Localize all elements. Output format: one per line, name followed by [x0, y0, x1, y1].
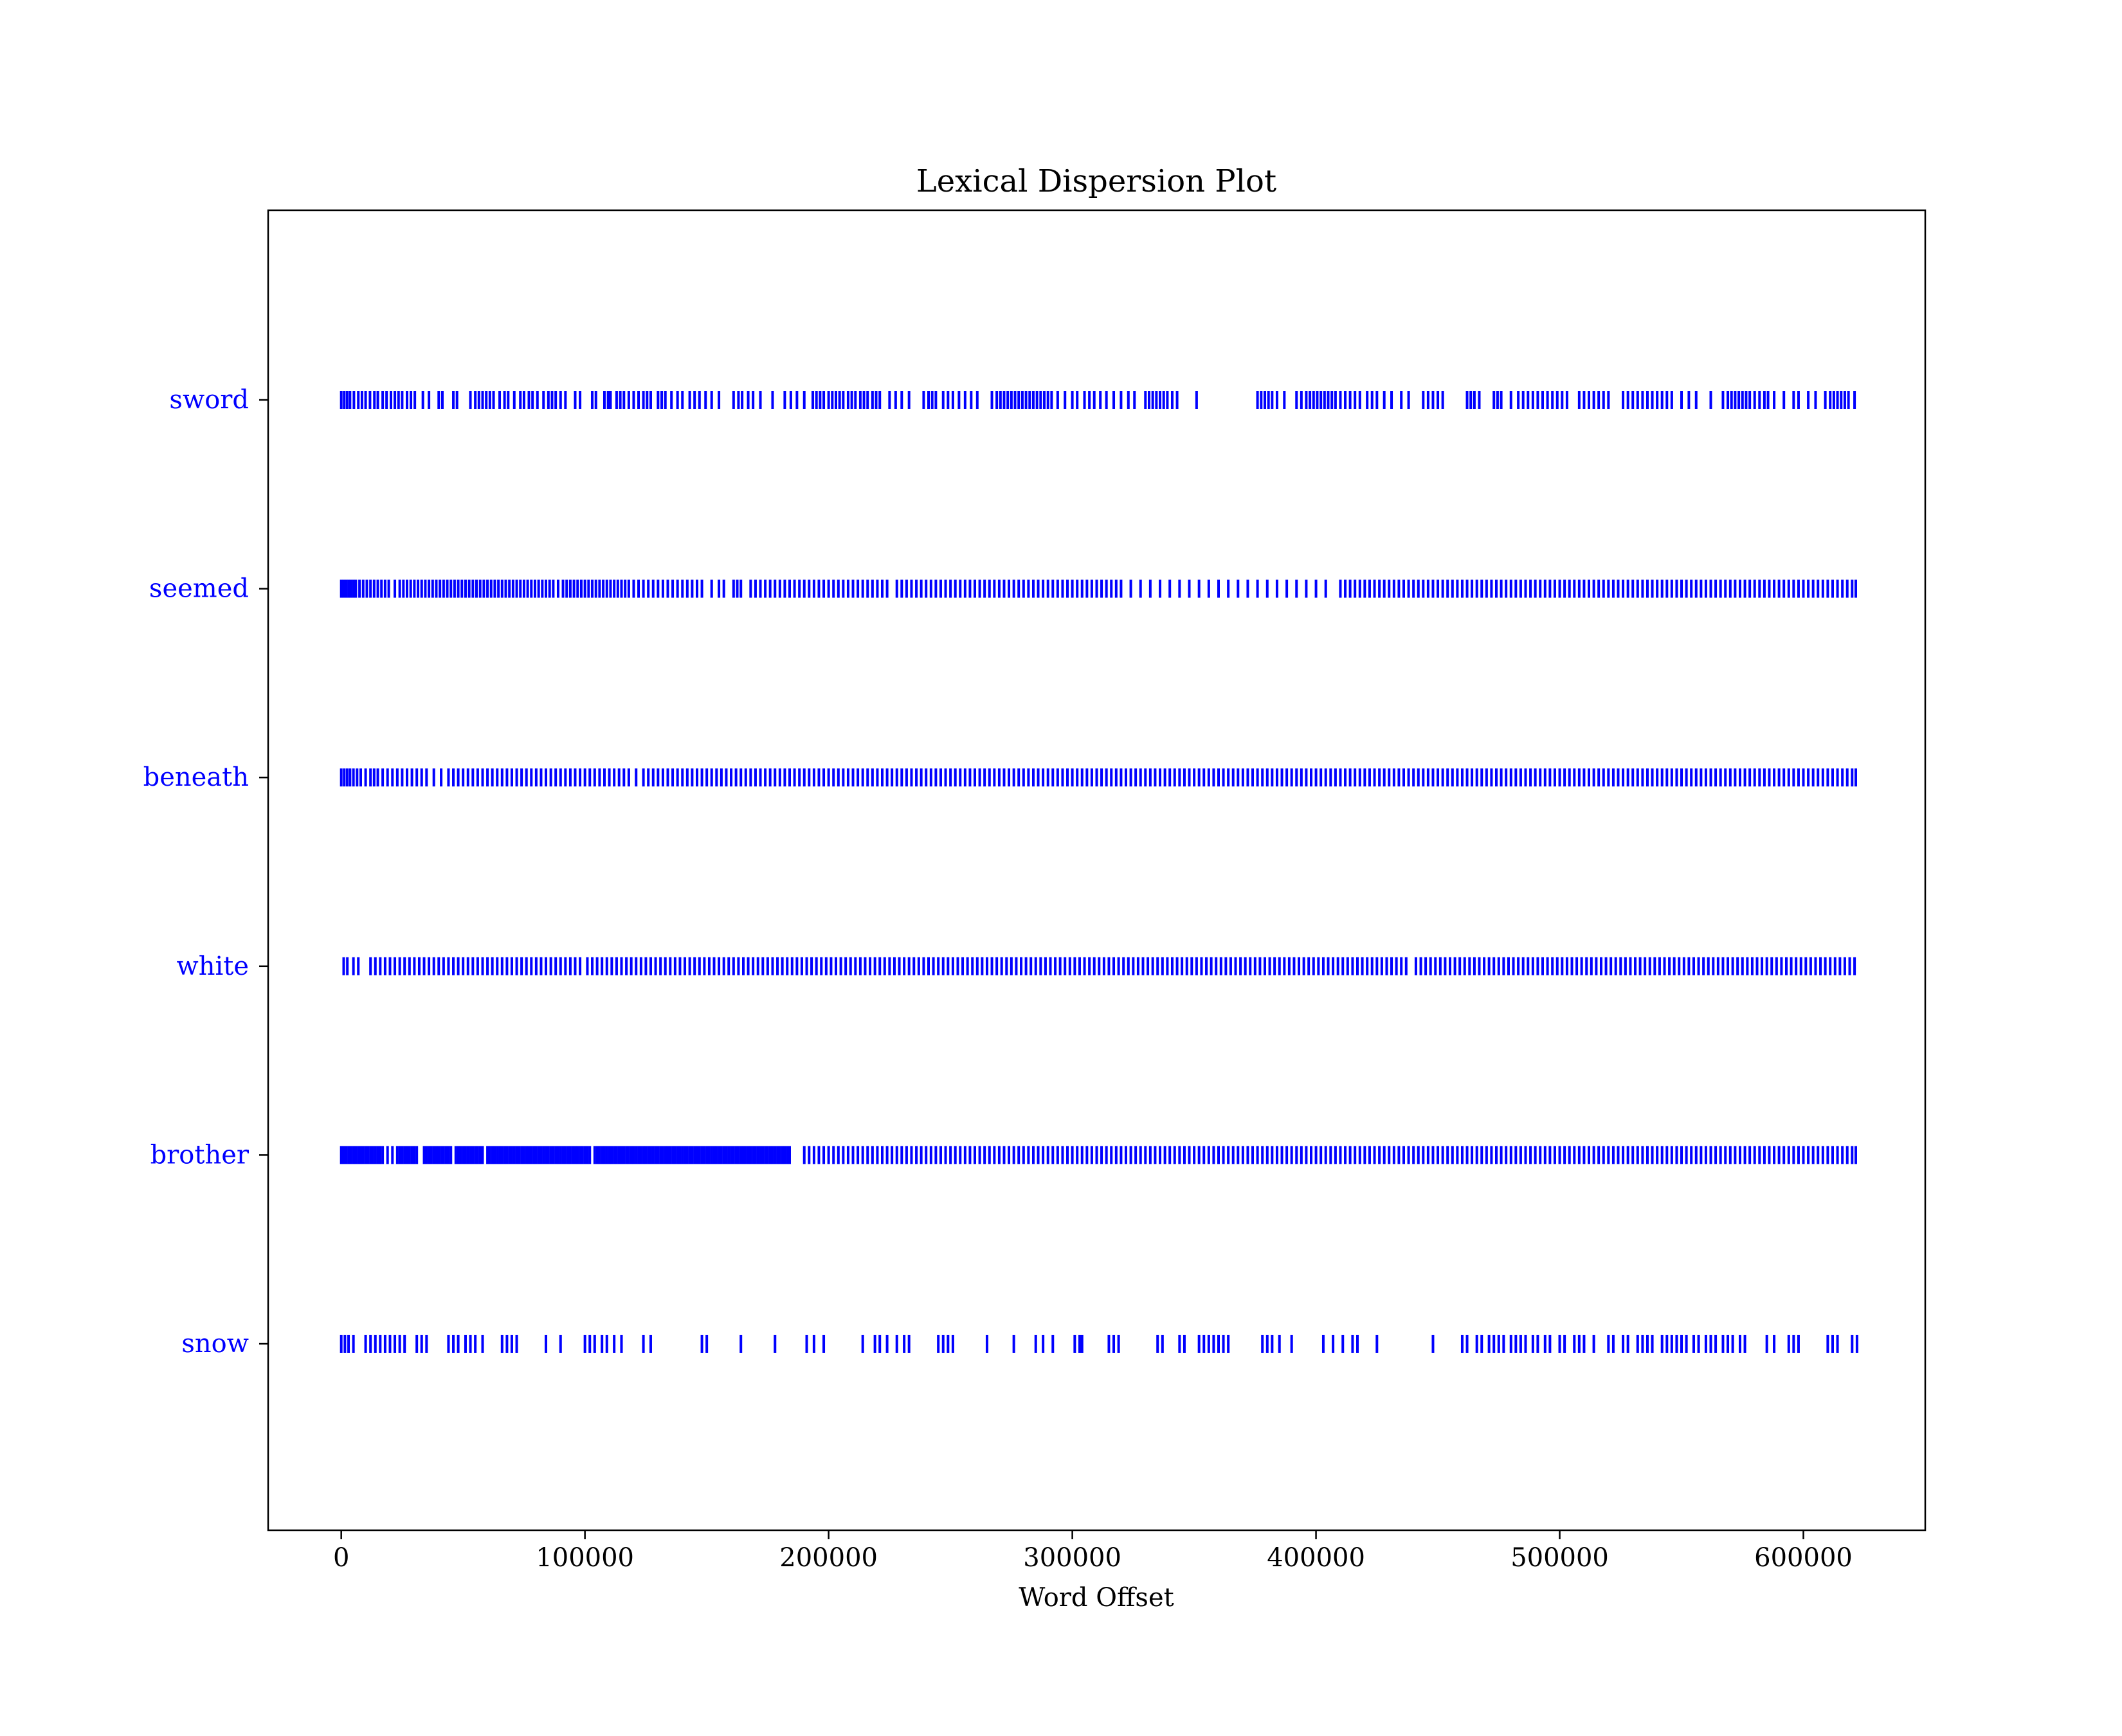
- series-row-sword: [340, 391, 1856, 409]
- series-row-beneath: [340, 768, 1857, 787]
- x-tick-label-600000: 600000: [1754, 1543, 1853, 1573]
- y-tick-labels: sword seemed beneath white brother snow: [143, 385, 268, 1359]
- x-tick-label-400000: 400000: [1267, 1543, 1365, 1573]
- series-row-white: [342, 957, 1856, 975]
- y-tick-label-sword: sword: [169, 385, 249, 415]
- x-tick-label-200000: 200000: [779, 1543, 878, 1573]
- series-row-seemed: [340, 579, 1857, 598]
- y-tick-label-seemed: seemed: [149, 574, 249, 604]
- x-tick-label-500000: 500000: [1510, 1543, 1609, 1573]
- x-tick-label-300000: 300000: [1023, 1543, 1121, 1573]
- chart-title: Lexical Dispersion Plot: [916, 163, 1276, 199]
- y-tick-label-brother: brother: [150, 1140, 249, 1170]
- dispersion-marks: [340, 391, 1858, 1353]
- series-row-snow: [340, 1335, 1858, 1353]
- plot-frame: [267, 209, 1927, 1532]
- y-tick-label-snow: snow: [181, 1329, 249, 1359]
- x-tick-label-0: 0: [333, 1543, 349, 1573]
- y-tick-label-white: white: [176, 952, 249, 981]
- y-tick-label-beneath: beneath: [143, 763, 249, 792]
- x-axis-label: Word Offset: [1019, 1583, 1174, 1613]
- series-row-brother: [340, 1146, 1857, 1164]
- x-axis-ticks: 0 100000 200000 300000 400000 500000 600000: [333, 1530, 1853, 1573]
- x-tick-label-100000: 100000: [536, 1543, 634, 1573]
